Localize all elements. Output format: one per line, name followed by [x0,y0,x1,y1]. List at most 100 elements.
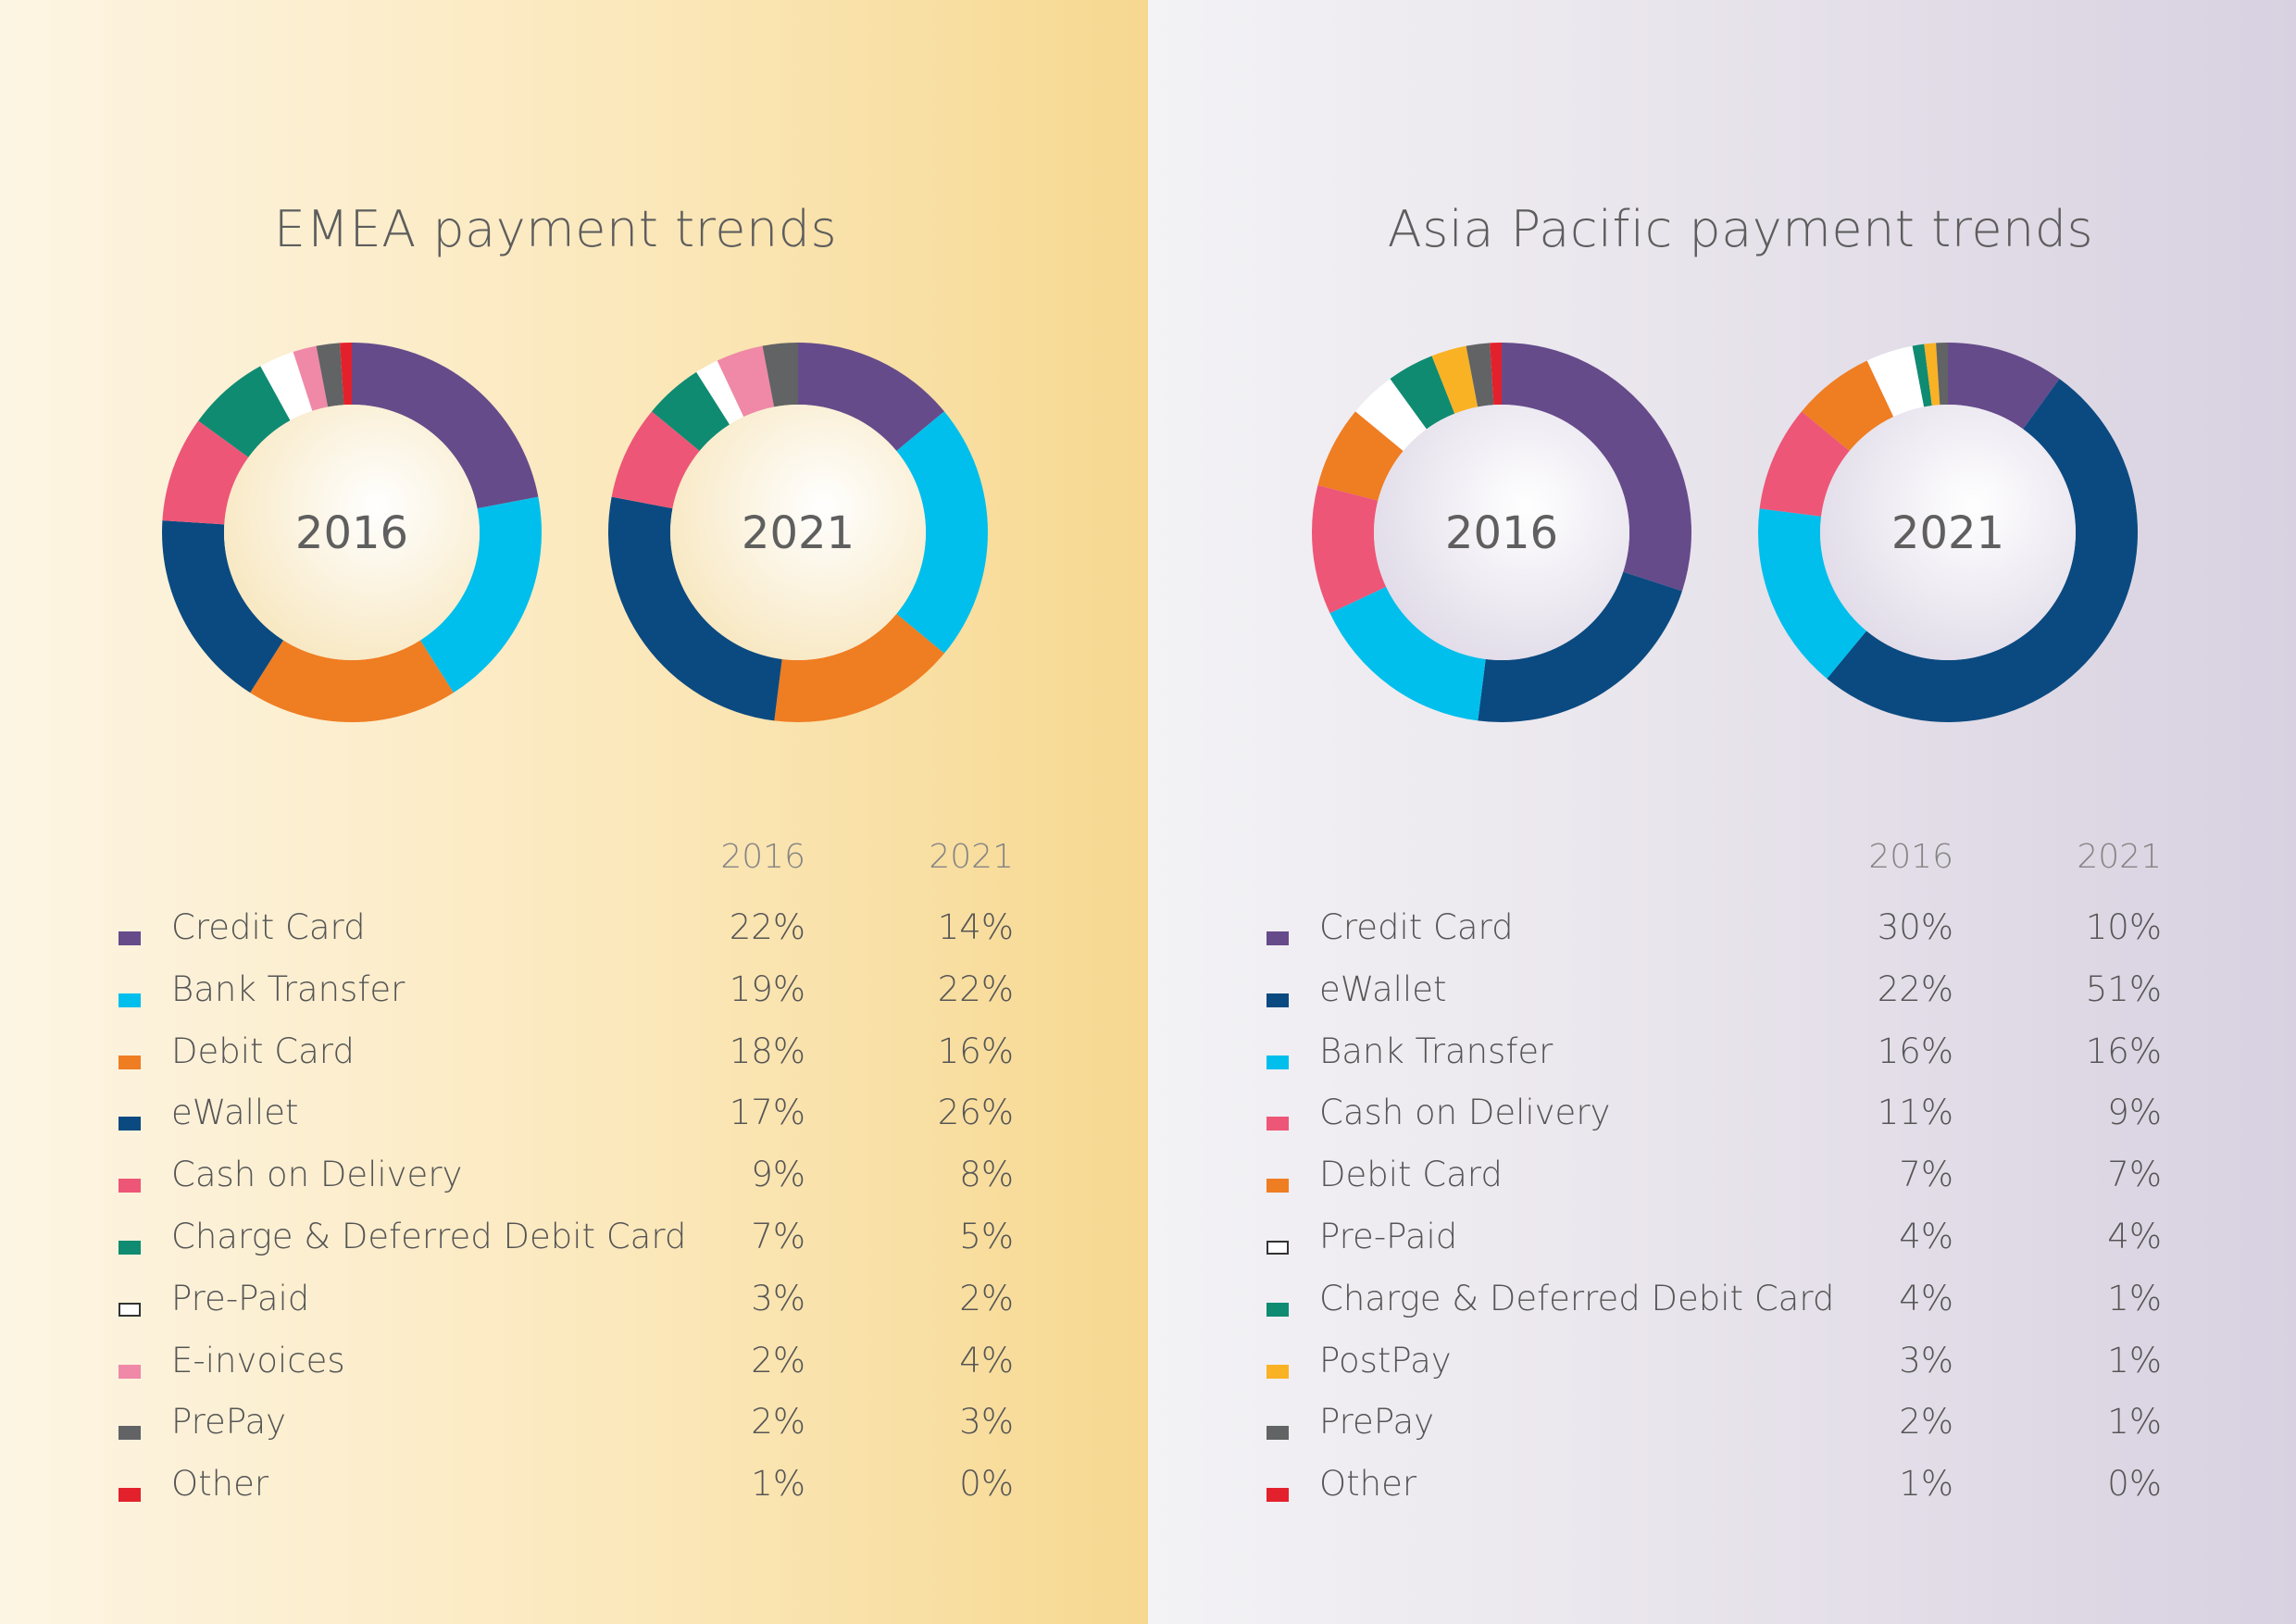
emea-2021-slice-pre-paid [696,360,744,425]
legend-swatch [1267,931,1289,945]
value-2016: 30% [1877,907,1953,947]
value-2016: 22% [729,907,805,947]
legend-label: Bank Transfer [171,968,406,1009]
apac-2016-slice-debit-card [1317,411,1404,501]
legend-row: Pre-Paid 4% 4% [1148,1217,2296,1278]
value-2016: 2% [751,1402,805,1443]
emea-title: EMEA payment trends [273,200,838,258]
emea-2016-slice-credit-card [352,343,539,509]
legend-row: Other 1% 0% [0,1464,1148,1525]
apac-2021-slice-prepay [1936,343,1948,406]
legend-label: Charge & Deferred Debit Card [171,1217,687,1256]
emea-panel: EMEA payment trends 2016 2021 2016 2021 C… [0,0,1148,1624]
legend-row: eWallet 22% 51% [1148,969,2296,1031]
legend-swatch [119,993,141,1007]
apac-2021-slice-pre-paid [1866,345,1925,418]
apac-2016-slice-pre-paid [1355,379,1427,452]
value-2021: 4% [2107,1217,2162,1256]
legend-label: PrePay [1319,1402,1435,1443]
legend-label: Other [171,1464,269,1505]
legend-swatch [119,1426,141,1441]
legend-swatch [1267,1055,1289,1069]
value-2016: 16% [1877,1031,1953,1071]
emea-column-header-2016: 2016 [720,838,805,876]
value-2021: 51% [2085,968,2162,1009]
emea-2021-slice-credit-card [798,343,944,452]
value-2016: 4% [1899,1278,1953,1318]
value-2016: 2% [751,1340,805,1380]
legend-row: Bank Transfer 16% 16% [1148,1031,2296,1093]
emea-donut-charts: 2016 2021 [162,343,989,722]
legend-label: E-invoices [171,1340,345,1380]
value-2016: 2% [1899,1402,1953,1443]
value-2016: 7% [1899,1155,1953,1195]
legend-swatch [119,1055,141,1069]
legend-label: Debit Card [171,1031,355,1071]
value-2016: 18% [729,1031,805,1071]
legend-swatch [1267,1426,1289,1441]
legend-row: PrePay 2% 1% [1148,1402,2296,1463]
value-2021: 9% [2107,1093,2162,1133]
legend-label: Credit Card [171,907,366,947]
legend-swatch [1267,993,1289,1007]
legend-row: Charge & Deferred Debit Card 4% 1% [1148,1279,2296,1340]
legend-label: Pre-Paid [171,1278,310,1318]
emea-2016-slice-cash-on-delivery [162,420,249,525]
value-2021: 2% [959,1278,1014,1318]
value-2021: 26% [937,1093,1014,1133]
legend-swatch [1267,1117,1289,1131]
apac-2021-slice-charge-deferred-debit-card [1912,344,1932,407]
legend-row: Pre-Paid 3% 2% [0,1279,1148,1340]
emea-2016-slice-bank-transfer [419,496,542,693]
apac-2021-year-label: 2021 [1891,507,2004,559]
legend-swatch [119,931,141,945]
legend-label: Other [1319,1464,1417,1505]
value-2016: 9% [751,1155,805,1195]
emea-2021-slice-bank-transfer [896,411,989,654]
legend-row: Credit Card 22% 14% [0,907,1148,968]
legend-row: Other 1% 0% [1148,1464,2296,1525]
legend-row: eWallet 17% 26% [0,1093,1148,1154]
apac-2016-donut-hole [1374,405,1629,660]
apac-donut-charts: 2016 2021 [1312,343,2139,723]
legend-swatch [1267,1241,1289,1255]
legend-swatch [1267,1179,1289,1193]
value-2021: 4% [959,1340,1014,1380]
legend-label: Cash on Delivery [171,1155,463,1195]
value-2021: 16% [2085,1031,2162,1071]
apac-2021-slice-postpay [1924,343,1940,406]
apac-2016-slice-prepay [1466,343,1494,407]
apac-panel: Asia Pacific payment trends 2016 2021 201… [1148,0,2296,1624]
emea-2016-slice-other [340,343,352,406]
legend-row: PrePay 2% 3% [0,1402,1148,1463]
legend-swatch [119,1179,141,1193]
value-2021: 10% [2085,907,2162,947]
value-2021: 0% [2107,1464,2162,1505]
legend-label: Pre-Paid [1319,1217,1458,1256]
value-2016: 19% [729,968,805,1009]
legend-swatch [119,1302,141,1317]
legend-row: Charge & Deferred Debit Card 7% 5% [0,1217,1148,1278]
emea-2016-slice-prepay [316,343,344,407]
value-2016: 4% [1899,1217,1953,1256]
emea-2021-slice-cash-on-delivery [611,411,700,509]
apac-2021-slice-ewallet [1827,379,2139,723]
apac-2021-donut-hole [1820,405,2076,660]
value-2021: 22% [937,968,1014,1009]
value-2021: 1% [2107,1402,2162,1443]
legend-row: Cash on Delivery 9% 8% [0,1155,1148,1216]
legend-swatch [119,1117,141,1131]
legend-label: PostPay [1319,1340,1452,1380]
legend-swatch [1267,1488,1289,1503]
legend-row: E-invoices 2% 4% [0,1341,1148,1402]
apac-2021-slice-cash-on-delivery [1759,411,1850,517]
emea-2021-slice-debit-card [774,613,944,722]
legend-swatch [1267,1302,1289,1317]
value-2016: 22% [1877,968,1953,1009]
apac-2016-slice-postpay [1431,345,1479,414]
apac-2021-slice-credit-card [1948,343,2060,430]
emea-2016-slice-pre-paid [260,352,313,421]
value-2021: 16% [937,1031,1014,1071]
apac-2016-slice-credit-card [1502,343,1691,592]
legend-row: Credit Card 30% 10% [1148,907,2296,968]
